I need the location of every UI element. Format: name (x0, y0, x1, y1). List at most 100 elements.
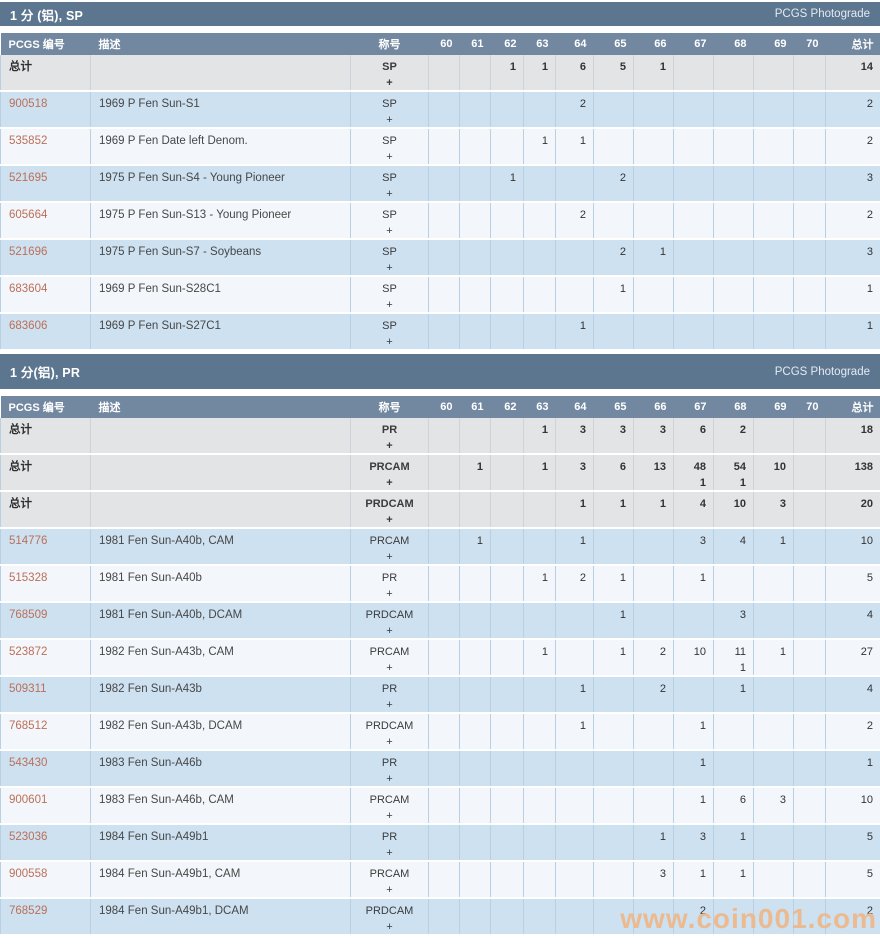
grade-cell-64: 2 (555, 202, 594, 240)
total-label: 总计 (9, 424, 32, 436)
grade-cell-69 (753, 239, 794, 277)
pcgs-number-link[interactable]: 900558 (9, 868, 48, 880)
grade-count: 1 (619, 283, 626, 295)
grade-cell-60 (428, 565, 460, 603)
photograde-link[interactable]: PCGS Photograde (774, 8, 870, 20)
grade-count: 4 (739, 535, 746, 547)
designation-label: SP (382, 209, 397, 221)
row-total-cell: 5 (825, 565, 880, 603)
pcgs-number-cell: 900601 (0, 787, 91, 825)
grade-cell-60 (428, 602, 460, 640)
grade-cell-70 (793, 824, 826, 862)
designation-plus-label: + (386, 551, 393, 563)
grade-cell-63 (523, 713, 556, 751)
col-header-70: 70 (793, 33, 826, 55)
coin-row: 768529 1984 Fen Sun-A49b1, DCAM PRDCAM +2 2 (0, 898, 880, 936)
grade-cell-70 (793, 602, 826, 640)
grade-count: 1 (476, 461, 483, 473)
designation-label: PR (381, 683, 398, 695)
row-total-cell: 14 (825, 55, 880, 92)
coin-row: 900518 1969 P Fen Sun-S1 SP +2 2 (0, 91, 880, 129)
pcgs-number-link[interactable]: 900601 (9, 794, 48, 806)
grade-cell-61 (459, 165, 491, 203)
photograde-link[interactable]: PCGS Photograde (774, 365, 870, 378)
col-header-66: 66 (633, 33, 674, 55)
grade-count: 6 (619, 461, 626, 473)
pcgs-number-link[interactable]: 521695 (9, 172, 48, 184)
pcgs-number-link[interactable]: 521696 (9, 246, 48, 258)
grade-cell-69 (753, 313, 794, 351)
pcgs-number-link[interactable]: 514776 (9, 535, 48, 547)
designation-label: PR (381, 424, 398, 436)
coin-description: 1983 Fen Sun-A46b (90, 750, 351, 788)
grade-cell-67: 2 (673, 898, 714, 936)
pcgs-number-link[interactable]: 768509 (9, 609, 48, 621)
pcgs-number-link[interactable]: 543430 (9, 757, 48, 769)
grade-cell-66 (633, 787, 674, 825)
coin-description: 1981 Fen Sun-A40b, CAM (90, 528, 351, 566)
pcgs-number-cell: 509311 (0, 676, 91, 714)
grade-count: 2 (659, 683, 666, 695)
grade-cell-62 (490, 491, 524, 529)
total-row: 总计 SP +1 1 6 5 1 14 (0, 55, 880, 92)
coin-row: 768509 1981 Fen Sun-A40b, DCAM PRDCAM +1 3 4 (0, 602, 880, 640)
grade-count: 1 (476, 535, 483, 547)
pcgs-number-link[interactable]: 605664 (9, 209, 48, 221)
grade-cell-70 (793, 55, 826, 92)
grade-cell-62 (490, 202, 524, 240)
grade-cell-70 (793, 128, 826, 166)
pcgs-number-link[interactable]: 768529 (9, 905, 48, 917)
grade-cell-60 (428, 528, 460, 566)
grade-count: 1 (739, 831, 746, 843)
grade-cell-62: 1 (490, 55, 524, 92)
pcgs-number-link[interactable]: 535852 (9, 135, 48, 147)
grade-cell-66: 1 (633, 824, 674, 862)
grade-cell-68: 4 (713, 528, 754, 566)
grade-cell-61 (459, 565, 491, 603)
row-total-cell: 3 (825, 165, 880, 203)
grade-count: 1 (541, 61, 548, 73)
grade-cell-69: 1 (753, 528, 794, 566)
grade-count: 1 (659, 246, 666, 258)
table-head: PCGS 编号 描述 称号 60 61 62 63 64 65 66 67 68 69 70 总计 (0, 33, 880, 55)
grade-cell-65: 1 (593, 276, 634, 314)
col-header-69: 69 (753, 396, 794, 418)
grade-cell-65 (593, 91, 634, 129)
grade-cell-67 (673, 165, 714, 203)
grade-cell-69 (753, 565, 794, 603)
coin-description: 1975 P Fen Sun-S4 - Young Pioneer (90, 165, 351, 203)
grade-cell-69 (753, 128, 794, 166)
col-header-61: 61 (459, 33, 491, 55)
grade-cell-68: 11 1 (713, 639, 754, 677)
grade-cell-69 (753, 165, 794, 203)
pcgs-number-link[interactable]: 683606 (9, 320, 48, 332)
pcgs-number-link[interactable]: 523036 (9, 831, 48, 843)
coin-description: 1982 Fen Sun-A43b, DCAM (90, 713, 351, 751)
grade-cell-66: 3 (633, 418, 674, 455)
row-total-cell: 138 (825, 454, 880, 492)
grade-cell-69: 3 (753, 787, 794, 825)
designation-plus-label: + (386, 188, 393, 200)
col-header-description: 描述 (90, 33, 351, 55)
grade-cell-64: 6 (555, 55, 594, 92)
grade-cell-62 (490, 313, 524, 351)
col-header-64: 64 (555, 396, 594, 418)
pcgs-number-link[interactable]: 515328 (9, 572, 48, 584)
designation-label: SP (382, 283, 397, 295)
pcgs-number-link[interactable]: 900518 (9, 98, 48, 110)
grade-cell-64 (555, 824, 594, 862)
grade-cell-60 (428, 454, 460, 492)
pcgs-number-link[interactable]: 683604 (9, 283, 48, 295)
grade-cell-65 (593, 528, 634, 566)
row-total-cell: 1 (825, 750, 880, 788)
grade-cell-65 (593, 750, 634, 788)
pcgs-number-link[interactable]: 768512 (9, 720, 48, 732)
grade-cell-66: 13 (633, 454, 674, 492)
designation-label: PR (381, 757, 398, 769)
pcgs-number-link[interactable]: 509311 (9, 683, 47, 695)
coin-row: 900558 1984 Fen Sun-A49b1, CAM PRCAM +3 1 1 5 (0, 861, 880, 899)
pcgs-number-link[interactable]: 523872 (9, 646, 48, 658)
grade-count: 1 (509, 61, 516, 73)
grade-count: 1 (579, 498, 586, 510)
designation-cell: PRDCAM + (350, 713, 429, 751)
